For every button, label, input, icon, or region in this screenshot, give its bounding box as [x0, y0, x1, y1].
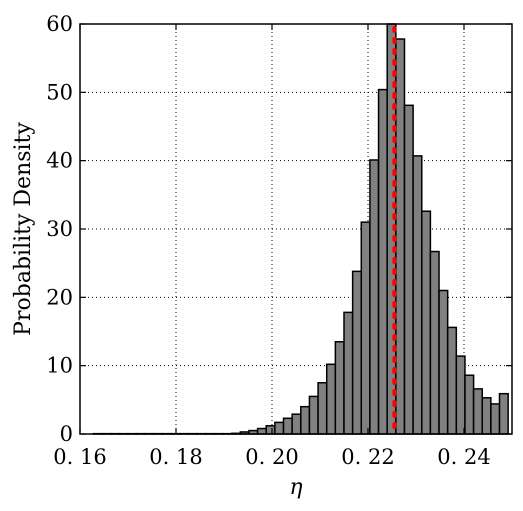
histogram-bar [334, 341, 345, 435]
histogram-bar [472, 388, 483, 435]
histogram-bar [412, 155, 423, 435]
y-axis-title: Probability Density [11, 122, 36, 336]
histogram-bar [369, 159, 380, 435]
histogram-bar [325, 363, 337, 435]
x-tick-label: 0. 16 [53, 445, 106, 469]
y-tick-label: 50 [46, 80, 73, 104]
y-tick-labels: 0 10 20 30 40 50 60 [46, 12, 73, 446]
histogram-bar [455, 355, 466, 435]
histogram-bar [282, 417, 293, 435]
histogram-bar [438, 289, 449, 435]
histogram-bars [92, 23, 509, 435]
histogram-bar [351, 270, 363, 435]
x-tick-label: 0. 20 [245, 445, 298, 469]
x-tick-labels: 0. 16 0. 18 0. 20 0. 22 0. 24 [53, 445, 490, 469]
histogram-bar [300, 405, 311, 435]
y-tick-label: 0 [60, 422, 73, 446]
histogram-bar [317, 382, 328, 435]
y-tick-label: 10 [46, 354, 73, 378]
histogram-bar [291, 413, 302, 435]
x-tick-label: 0. 22 [341, 445, 394, 469]
histogram-bar [265, 425, 276, 435]
histogram-bar [343, 311, 354, 435]
histogram-bar [256, 427, 267, 435]
histogram-bar [403, 104, 414, 435]
histogram-bar [377, 88, 388, 435]
x-tick-label: 0. 24 [437, 445, 490, 469]
y-tick-label: 20 [46, 285, 73, 309]
histogram-bar [274, 421, 285, 435]
x-axis-title: η [289, 475, 302, 500]
x-tick-label: 0. 18 [149, 445, 202, 469]
histogram-bar [490, 403, 501, 435]
histogram-bar [481, 397, 492, 435]
histogram-bar [421, 210, 432, 435]
y-tick-label: 60 [46, 12, 73, 36]
histogram-bar [395, 38, 406, 435]
histogram-bar [429, 250, 440, 435]
tick-marks [79, 23, 512, 435]
histogram-bar [446, 326, 458, 435]
histogram-bar [308, 395, 319, 435]
histogram-bar [360, 221, 371, 435]
y-tick-label: 40 [46, 149, 73, 173]
y-tick-label: 30 [46, 217, 73, 241]
histogram-bar [464, 374, 475, 435]
histogram-bar [498, 392, 509, 435]
